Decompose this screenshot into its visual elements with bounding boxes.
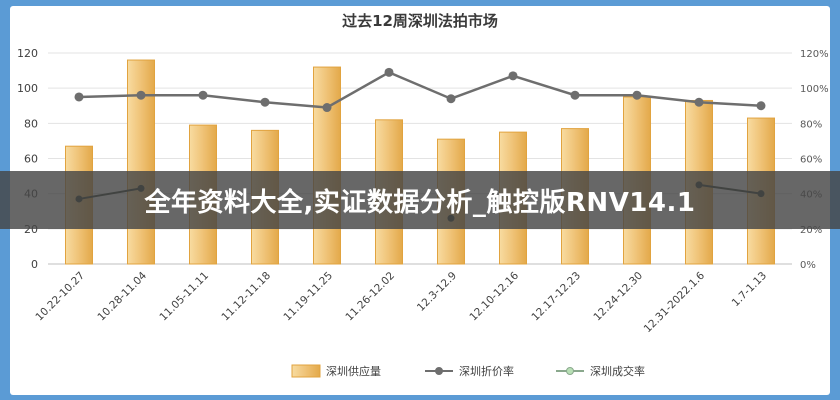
point-discount-rate	[322, 103, 332, 113]
left-tick-label: 120	[17, 47, 38, 60]
banner-text: 全年资料大全,实证数据分析_触控版RNV14.1	[144, 187, 696, 218]
point-discount-rate	[508, 71, 518, 81]
legend-marker	[435, 367, 443, 375]
left-tick-label: 60	[24, 153, 38, 166]
chart-title: 过去12周深圳法拍市场	[342, 12, 498, 30]
right-tick-label: 60%	[800, 155, 822, 166]
legend-marker	[566, 367, 574, 375]
bar-series	[65, 59, 775, 265]
legend-label: 深圳折价率	[459, 364, 514, 378]
point-discount-rate	[570, 90, 580, 100]
legend-swatch-supply	[291, 364, 321, 378]
point-discount-rate	[446, 94, 456, 104]
left-tick-label: 80	[24, 117, 38, 130]
point-discount-rate	[198, 90, 208, 100]
right-tick-label: 80%	[800, 119, 822, 130]
point-discount-rate	[632, 90, 642, 100]
line-discount-rate	[78, 70, 762, 109]
point-discount-rate	[756, 101, 766, 111]
right-tick-label: 120%	[800, 49, 829, 60]
legend-label: 深圳成交率	[590, 364, 645, 378]
point-discount-rate	[384, 67, 394, 77]
left-tick-label: 0	[31, 258, 38, 271]
watermark-banner: 全年资料大全,实证数据分析_触控版RNV14.1	[0, 171, 840, 229]
right-tick-label: 0%	[800, 260, 816, 271]
point-discount-rate	[74, 92, 84, 102]
bar-supply	[127, 59, 155, 265]
legend-label: 深圳供应量	[326, 364, 381, 378]
point-discount-rate	[260, 97, 270, 107]
point-discount-rate	[694, 97, 704, 107]
right-tick-label: 100%	[800, 84, 829, 95]
right-tick-label: 20%	[800, 225, 822, 236]
bar-supply	[313, 66, 341, 265]
legend: 深圳供应量 深圳折价率 深圳成交率	[291, 364, 645, 378]
point-discount-rate	[136, 90, 146, 100]
left-tick-label: 100	[17, 82, 38, 95]
